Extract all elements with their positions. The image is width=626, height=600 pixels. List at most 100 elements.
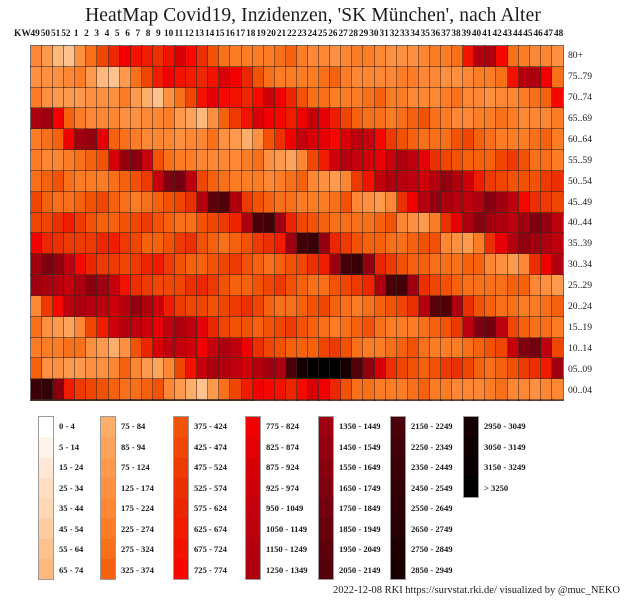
heatmap-cell (296, 87, 309, 109)
heatmap-cell (518, 170, 531, 193)
heatmap-cell (318, 191, 331, 214)
heatmap-cell (318, 378, 331, 401)
heatmap-cell (141, 128, 154, 151)
heatmap-cell (96, 232, 110, 255)
column-tick-44: 44 (512, 29, 523, 39)
legend-label: 625 - 674 (194, 523, 227, 534)
heatmap-cell (229, 316, 243, 339)
heatmap-cell (484, 378, 497, 401)
legend-swatch (174, 518, 188, 539)
legend-swatch (319, 498, 333, 519)
row-tick-50..54: 50..54 (568, 175, 592, 187)
heatmap-cell (274, 45, 287, 68)
column-tick-9: 9 (155, 29, 161, 39)
heatmap-cell (30, 87, 43, 109)
heatmap-cell (418, 87, 431, 109)
heatmap-cell (495, 191, 509, 214)
heatmap-cell (119, 316, 132, 339)
legend-swatch (319, 457, 333, 478)
heatmap-cell (462, 378, 475, 401)
heatmap-cell (374, 170, 387, 193)
heatmap-cell (407, 128, 420, 151)
heatmap-cell (52, 149, 65, 172)
heatmap-cell (119, 232, 132, 255)
heatmap-cell (141, 316, 154, 339)
heatmap-cell (85, 253, 98, 276)
legend-label: > 3250 (484, 482, 509, 493)
heatmap-cell (407, 316, 420, 339)
legend-swatch (319, 477, 333, 498)
heatmap-cell (529, 107, 542, 130)
heatmap-cell (440, 253, 453, 276)
heatmap-cell (163, 232, 176, 255)
legend-swatch (246, 437, 260, 458)
heatmap-cell (130, 232, 143, 255)
heatmap-cell (174, 378, 187, 401)
heatmap-cell (96, 87, 110, 109)
heatmap-cell (507, 191, 520, 214)
heatmap-cell (229, 295, 243, 318)
heatmap-cell (484, 170, 497, 193)
legend-swatch (464, 457, 478, 477)
legend-label: 825 - 874 (266, 441, 299, 452)
heatmap-cell (30, 316, 43, 339)
heatmap-cell (63, 191, 76, 214)
column-tick-32: 32 (389, 29, 400, 39)
heatmap-cell (385, 316, 398, 339)
legend-label: 3050 - 3149 (484, 441, 526, 452)
heatmap-cell (74, 316, 87, 339)
heatmap-cell (252, 357, 265, 380)
heatmap-cell (229, 337, 243, 359)
heatmap-cell (507, 87, 520, 109)
heatmap-cell (462, 212, 475, 234)
heatmap-cell (52, 66, 65, 89)
heatmap-cell (263, 295, 276, 318)
heatmap-cell (196, 378, 209, 401)
heatmap-cell (96, 295, 110, 318)
heatmap-cell (429, 45, 442, 68)
heatmap-cell (96, 378, 110, 401)
heatmap-cell (196, 253, 209, 276)
column-tick-14: 14 (205, 29, 215, 39)
heatmap-cell (385, 87, 398, 109)
heatmap-cell (440, 66, 453, 89)
heatmap-cell (108, 253, 121, 276)
heatmap-cell (518, 378, 531, 401)
heatmap-cell (418, 357, 431, 380)
heatmap-cell (396, 357, 409, 380)
heatmap-cell (207, 45, 220, 68)
heatmap-cell (41, 170, 54, 193)
heatmap-cell (185, 295, 198, 318)
heatmap-cell (241, 295, 254, 318)
heatmap-cell (407, 87, 420, 109)
heatmap-cell (41, 378, 54, 401)
heatmap-cell (507, 170, 520, 193)
heatmap-cell (518, 274, 531, 297)
legend-label: 1550 - 1649 (339, 462, 381, 473)
heatmap-cell (418, 212, 431, 234)
heatmap-cell (207, 191, 220, 214)
heatmap-cell (163, 378, 176, 401)
row-tick-25..29: 25..29 (568, 280, 592, 292)
legend-swatch (39, 437, 53, 458)
heatmap-cell (108, 149, 121, 172)
legend-label: 1450 - 1549 (339, 441, 381, 452)
heatmap-cell (551, 316, 564, 339)
heatmap-cell (462, 66, 475, 89)
heatmap-cell (362, 170, 376, 193)
heatmap-cell (196, 170, 209, 193)
heatmap-cell (451, 45, 464, 68)
heatmap-cell (196, 107, 209, 130)
heatmap-cell (296, 66, 309, 89)
heatmap-cell (108, 274, 121, 297)
legend-swatch (39, 417, 53, 438)
heatmap-cell (263, 357, 276, 380)
heatmap-cell (374, 212, 387, 234)
column-tick-17: 17 (235, 29, 246, 39)
heatmap-cell (229, 149, 243, 172)
heatmap-cell (108, 337, 121, 359)
heatmap-cell (119, 149, 132, 172)
legend-column-2: 75 - 84 85 - 94 75 - 124 125 - 174 175 - 224… (100, 416, 187, 580)
heatmap-cell (218, 295, 231, 318)
heatmap-cell (130, 45, 143, 68)
